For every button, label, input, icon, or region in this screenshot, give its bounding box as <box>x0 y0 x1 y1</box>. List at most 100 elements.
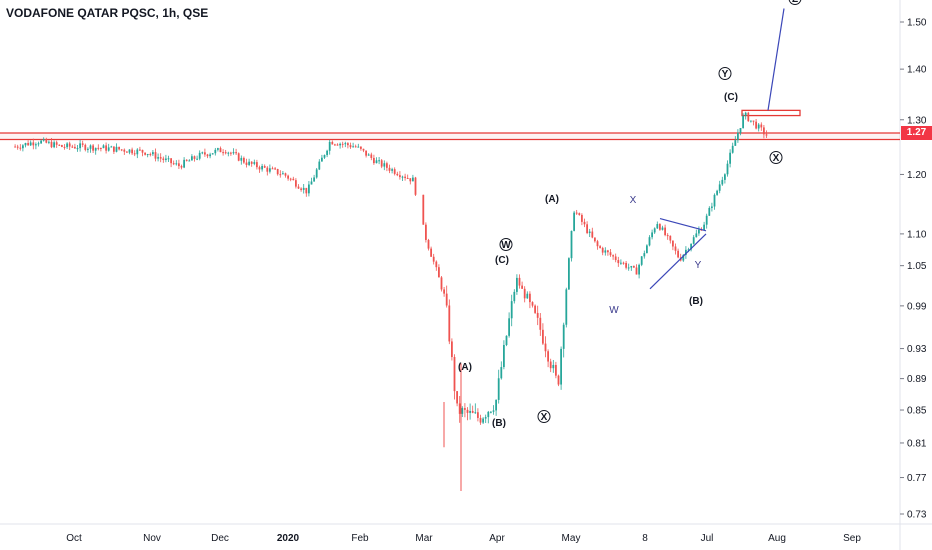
candle-body <box>656 224 659 229</box>
candle-body <box>209 154 211 157</box>
candle-body <box>297 186 300 189</box>
x-tick-label: 8 <box>642 533 648 544</box>
x-tick-label: Aug <box>768 533 786 544</box>
candle-body <box>302 187 305 190</box>
candle-body <box>159 157 162 159</box>
candle-body <box>682 254 685 261</box>
candle-body <box>50 141 53 148</box>
candle-body <box>183 159 185 168</box>
candle-body <box>230 152 232 154</box>
candle-body <box>354 146 357 148</box>
candle-body <box>406 178 409 180</box>
candle-body <box>380 160 383 167</box>
candle-body <box>412 177 414 182</box>
candle-body <box>396 173 399 176</box>
candle-body <box>217 148 219 150</box>
y-tick-label: 0.89 <box>907 374 927 385</box>
candle-body <box>68 143 71 147</box>
candle-body <box>557 375 560 385</box>
candle-body <box>115 146 118 152</box>
y-tick-label: 1.10 <box>907 229 927 240</box>
candle-body <box>55 142 58 145</box>
candle-body <box>685 249 687 255</box>
wave-label-circle <box>788 0 802 5</box>
candle-body <box>596 241 599 247</box>
candle-body <box>542 329 544 344</box>
candle-body <box>235 152 237 154</box>
candle-body <box>505 335 508 346</box>
candle-body <box>409 178 412 182</box>
candle-body <box>365 150 367 156</box>
candle-body <box>497 378 500 400</box>
candle-body <box>118 146 120 150</box>
candle-body <box>734 140 737 146</box>
candle-body <box>139 149 141 151</box>
candle-body <box>607 250 609 253</box>
candle-body <box>635 267 638 275</box>
candle-body <box>318 161 321 170</box>
chart-title: VODAFONE QATAR PQSC, 1h, QSE <box>6 6 209 20</box>
candle-body <box>705 215 708 225</box>
x-tick-label: Apr <box>489 533 505 544</box>
candle-body <box>479 417 482 423</box>
candle-body <box>378 160 380 162</box>
candle-body <box>63 146 66 148</box>
candle-body <box>282 173 284 175</box>
candle-body <box>386 163 388 168</box>
candle-body <box>123 149 126 152</box>
candle-body <box>219 148 222 153</box>
candle-body <box>180 166 183 168</box>
candle-body <box>461 408 464 414</box>
candle-body <box>250 161 253 164</box>
candle-body <box>521 285 523 289</box>
candle-body <box>568 258 570 290</box>
candle-body <box>266 167 269 172</box>
candle-body <box>107 147 110 151</box>
candle-body <box>526 293 529 299</box>
candle-body <box>617 260 620 264</box>
candle-body <box>599 246 601 248</box>
candle-body <box>253 162 256 164</box>
y-tick-label: 1.20 <box>907 170 927 181</box>
candle-body <box>646 245 648 254</box>
candle-body <box>35 144 37 146</box>
candle-body <box>425 224 427 240</box>
y-tick-label: 1.50 <box>907 18 927 29</box>
candle-body <box>523 288 526 299</box>
candle-body <box>310 181 313 185</box>
candle-body <box>484 417 487 419</box>
candle-body <box>172 163 175 165</box>
candle-body <box>141 149 144 153</box>
candle-body <box>531 302 534 306</box>
x-tick-label: Mar <box>415 533 433 544</box>
candle-body <box>435 261 438 268</box>
candle-body <box>578 213 581 215</box>
y-tick-label: 0.81 <box>907 438 927 449</box>
wave-label: Y <box>695 260 702 271</box>
candle-body <box>601 247 604 253</box>
candle-body <box>341 143 344 145</box>
candle-body <box>737 132 739 141</box>
candle-body <box>640 256 643 265</box>
candle-body <box>289 178 292 180</box>
candle-body <box>565 289 568 325</box>
candle-body <box>757 124 760 129</box>
candle-body <box>583 221 586 225</box>
candle-body <box>305 187 308 194</box>
candle-body <box>373 157 375 164</box>
candle-body <box>362 148 365 151</box>
candle-body <box>292 178 295 181</box>
triangle-upper-line <box>659 217 707 232</box>
candle-body <box>562 324 565 349</box>
candle-body <box>487 411 490 418</box>
candle-body <box>669 235 672 241</box>
candle-body <box>630 266 633 268</box>
candle-body <box>534 305 536 313</box>
candle-body <box>560 348 562 385</box>
candle-body <box>747 112 750 122</box>
candle-body <box>763 127 765 135</box>
candle-body <box>74 146 76 149</box>
candle-body <box>157 157 159 159</box>
candle-body <box>729 152 731 164</box>
